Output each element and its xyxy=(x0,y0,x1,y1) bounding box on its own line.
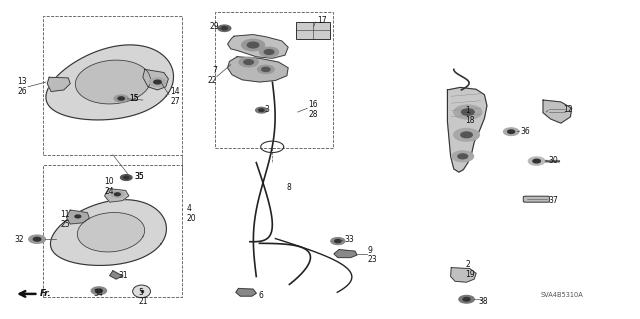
Text: 2
19: 2 19 xyxy=(465,260,475,279)
Bar xyxy=(44,16,182,155)
Polygon shape xyxy=(543,100,572,123)
Text: 3: 3 xyxy=(264,105,269,114)
Circle shape xyxy=(533,159,540,163)
Circle shape xyxy=(95,289,102,293)
Text: 16
28: 16 28 xyxy=(308,100,318,119)
Text: Fr.: Fr. xyxy=(40,289,51,298)
Polygon shape xyxy=(228,34,288,58)
Ellipse shape xyxy=(132,285,150,298)
Text: 30: 30 xyxy=(548,156,558,165)
Circle shape xyxy=(461,109,474,115)
Circle shape xyxy=(115,193,120,196)
Text: 36: 36 xyxy=(521,127,531,136)
Circle shape xyxy=(458,154,468,159)
Circle shape xyxy=(454,129,479,141)
Polygon shape xyxy=(447,87,487,172)
Circle shape xyxy=(72,213,84,219)
Text: 9
23: 9 23 xyxy=(368,246,378,264)
Circle shape xyxy=(75,215,81,218)
Circle shape xyxy=(508,130,515,133)
Circle shape xyxy=(154,80,161,84)
Circle shape xyxy=(529,157,545,165)
Text: 1
18: 1 18 xyxy=(465,106,475,125)
Polygon shape xyxy=(77,212,145,252)
Circle shape xyxy=(111,191,124,197)
Circle shape xyxy=(463,298,470,301)
Text: 7
22: 7 22 xyxy=(207,66,217,85)
Bar xyxy=(296,22,330,39)
Text: 15: 15 xyxy=(129,94,138,103)
Circle shape xyxy=(244,60,253,64)
Circle shape xyxy=(120,175,132,180)
Circle shape xyxy=(33,237,41,241)
Polygon shape xyxy=(451,268,476,282)
Polygon shape xyxy=(228,57,288,82)
Circle shape xyxy=(124,176,129,179)
Text: 5
21: 5 21 xyxy=(138,288,148,307)
Text: 17: 17 xyxy=(317,17,326,26)
Circle shape xyxy=(504,128,519,136)
Polygon shape xyxy=(104,189,129,202)
Text: 8: 8 xyxy=(287,183,292,192)
Text: 33: 33 xyxy=(344,235,354,244)
Polygon shape xyxy=(47,77,70,92)
Polygon shape xyxy=(236,288,256,296)
Polygon shape xyxy=(143,69,168,90)
Circle shape xyxy=(255,107,267,113)
Circle shape xyxy=(242,39,264,51)
Circle shape xyxy=(257,65,274,73)
Text: 37: 37 xyxy=(548,196,558,205)
Text: 35: 35 xyxy=(134,172,144,181)
Circle shape xyxy=(259,109,264,111)
Text: 12: 12 xyxy=(563,105,573,114)
Circle shape xyxy=(262,67,270,71)
FancyBboxPatch shape xyxy=(524,196,549,202)
Text: 10
24: 10 24 xyxy=(104,177,115,196)
Polygon shape xyxy=(109,271,122,279)
Text: 13
26: 13 26 xyxy=(17,78,27,96)
Text: SVA4B5310A: SVA4B5310A xyxy=(541,292,584,298)
Circle shape xyxy=(452,151,474,162)
Circle shape xyxy=(29,235,45,243)
Circle shape xyxy=(247,42,259,48)
Circle shape xyxy=(335,240,341,243)
Text: 4
20: 4 20 xyxy=(186,204,196,223)
Circle shape xyxy=(221,27,227,30)
Circle shape xyxy=(331,238,345,245)
Polygon shape xyxy=(334,250,357,257)
Circle shape xyxy=(218,25,231,32)
Text: 15: 15 xyxy=(129,94,138,103)
Bar xyxy=(44,165,182,297)
Circle shape xyxy=(92,287,106,294)
Circle shape xyxy=(114,95,128,102)
Circle shape xyxy=(239,57,258,67)
Circle shape xyxy=(259,47,278,57)
Circle shape xyxy=(264,50,274,54)
Text: 29: 29 xyxy=(210,22,220,31)
Text: 31: 31 xyxy=(118,271,127,280)
Polygon shape xyxy=(51,200,166,265)
Circle shape xyxy=(454,105,482,119)
Polygon shape xyxy=(76,60,150,104)
Text: 32: 32 xyxy=(15,235,24,244)
Bar xyxy=(215,12,333,148)
Text: 11
25: 11 25 xyxy=(61,210,70,229)
Circle shape xyxy=(459,295,474,303)
Polygon shape xyxy=(46,45,173,120)
Text: 14
27: 14 27 xyxy=(170,87,180,106)
Circle shape xyxy=(118,97,124,100)
Circle shape xyxy=(149,78,166,86)
Text: 34: 34 xyxy=(94,289,104,298)
Text: 6: 6 xyxy=(258,291,263,300)
Circle shape xyxy=(461,132,472,138)
Text: 38: 38 xyxy=(478,297,488,306)
Text: 35: 35 xyxy=(134,172,144,182)
Polygon shape xyxy=(67,210,90,224)
